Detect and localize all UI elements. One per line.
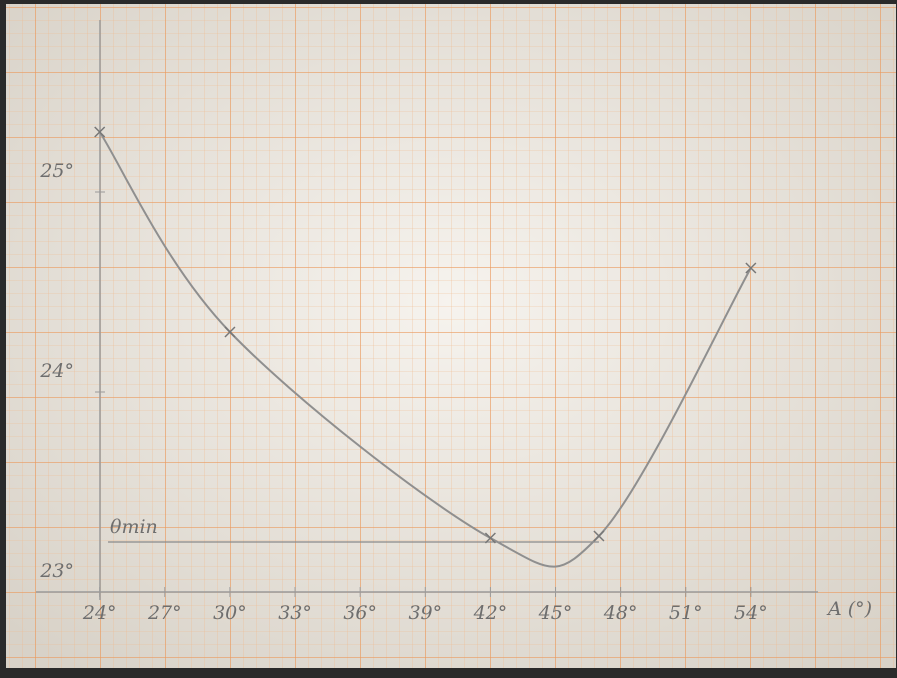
x-tick-label: 30°	[213, 602, 247, 624]
data-point	[94, 126, 106, 138]
x-tick-label: 45°	[538, 602, 573, 624]
y-tick-label: 23°	[39, 560, 74, 582]
reference-label: θmin	[110, 516, 158, 538]
curve	[98, 131, 752, 568]
data-point	[224, 326, 236, 338]
x-tick-label: 42°	[473, 602, 508, 624]
x-tick-label: 24°	[82, 602, 117, 624]
x-tick-label: 33°	[278, 602, 312, 624]
y-tick-label: 25°	[39, 160, 74, 182]
x-tick-label: 27°	[147, 602, 182, 624]
x-tick-label: 36°	[343, 602, 377, 624]
data-point	[745, 262, 757, 274]
x-tick-label: 39°	[408, 602, 442, 624]
data-point	[593, 530, 605, 542]
x-axis-label: A (°)	[826, 598, 872, 620]
x-tick-label: 48°	[603, 602, 638, 624]
x-tick-label: 51°	[669, 602, 703, 624]
grid-paper	[6, 4, 896, 668]
y-tick-label: 24°	[39, 360, 74, 382]
data-point	[484, 532, 496, 544]
x-tick-label: 54°	[734, 602, 768, 624]
